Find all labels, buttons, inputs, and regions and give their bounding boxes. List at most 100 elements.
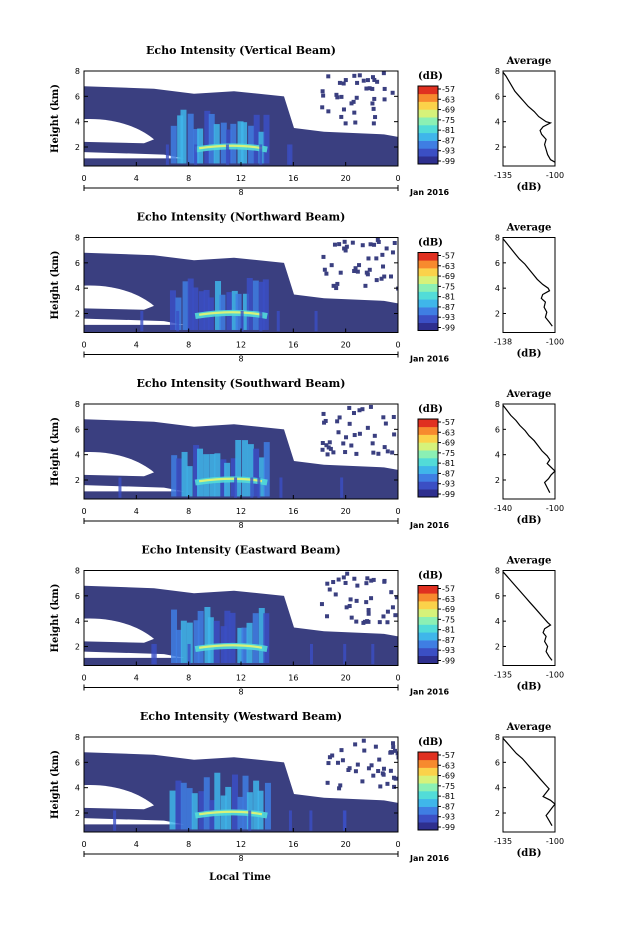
echo-cell [263,613,270,663]
colorbar-frame [417,85,439,165]
echo-speckle [383,421,388,426]
echo-cell [247,444,254,497]
colorbar-tick-label: -57 [442,585,455,594]
profile-title: Average [506,56,552,67]
colorbar-swatch [418,426,438,435]
colorbar-frame [417,585,439,664]
heatmap-field [84,571,398,666]
profile-x-tick-label: -100 [546,504,564,513]
echo-cell [198,791,205,830]
clear-region [84,785,154,810]
echo-speckle [369,578,374,583]
x-axis-label: Local Time [209,872,271,883]
echo-speckle [366,611,371,616]
x-tick-label: 8 [186,341,191,350]
echo-speckle [338,270,343,275]
profile-x-tick-label: -135 [494,671,512,680]
date-label: Jan 2016 [409,355,450,364]
clear-region-low [84,318,184,325]
colorbar-tick-label: -69 [442,605,455,614]
echo-plume [289,144,293,165]
echo-speckle [324,443,329,448]
echo-speckle [360,779,365,784]
profile-line [502,71,556,163]
panel-title: Echo Intensity (Northward Beam) [137,211,346,224]
colorbar-swatch [418,442,438,451]
y-tick-label: 2 [75,476,80,485]
echo-cell [263,442,270,497]
echo-cell [191,793,198,830]
echo-cell [208,113,215,164]
profile-y-tick-label: 4 [495,451,500,460]
panel-title: Echo Intensity (Eastward Beam) [141,544,340,557]
colorbar-tick-label: -93 [442,313,455,322]
echo-cell [253,780,260,830]
echo-speckle [343,121,348,126]
echo-speckle [366,619,371,624]
y-tick-label: 8 [75,733,80,742]
echo-cell [186,788,193,830]
profile-y-tick-label: 8 [495,234,500,243]
echo-speckle [362,748,367,753]
y-tick-label: 2 [75,310,80,319]
colorbar-tick-label: -99 [442,823,455,832]
echo-cell [177,115,184,164]
echo-cell [169,290,176,330]
date-marker: 8 [238,854,243,863]
echo-speckle [372,77,377,82]
echo-cell [170,125,177,164]
echo-speckle [388,750,393,755]
echo-speckle [351,411,356,416]
echo-speckle [371,121,376,126]
echo-cell [193,620,200,663]
colorbar-tick-label: -63 [442,595,455,604]
x-tick-label: 0 [81,674,86,683]
profile-y-tick-label: 4 [495,284,500,293]
echo-cell [175,629,182,663]
echo-plume [314,310,318,332]
echo-cell [237,121,244,164]
x-tick-label: 0 [395,174,400,183]
echo-speckle [364,600,369,605]
echo-speckle [365,78,370,83]
echo-speckle [362,619,367,624]
echo-cell [187,278,194,330]
echo-speckle [326,761,331,766]
x-tick-label: 0 [395,674,400,683]
colorbar-swatch [418,148,438,157]
bright-band-core [198,810,263,816]
echo-speckle [372,433,377,438]
echo-speckle [326,109,331,114]
profile-y-tick-label: 6 [495,425,500,434]
echo-speckle [327,587,332,592]
echo-speckle [336,430,341,435]
echo-speckle [389,274,394,279]
echo-cell [186,622,193,663]
echo-speckle [350,240,355,245]
echo-speckle [357,263,362,268]
echo-speckle [367,86,372,91]
y-tick-label: 6 [75,592,80,601]
echo-speckle [378,784,383,789]
profile-y-tick-label: 8 [495,67,500,76]
echo-cell [171,609,178,663]
echo-speckle [349,443,354,448]
echo-speckle [343,580,348,585]
echo-cell [204,110,211,164]
colorbar-swatch [418,283,438,292]
echo-cell [246,622,253,663]
echo-speckle [375,79,380,84]
colorbar-swatch [418,434,438,443]
echo-speckle [396,755,398,760]
echo-cell [203,289,210,330]
echo-speckle [325,452,330,457]
x-tick-label: 12 [236,341,246,350]
colorbar-tick-label: -63 [442,428,455,437]
echo-speckle [325,780,330,785]
echo-speckle [357,408,362,413]
clear-region-low [84,818,184,825]
echo-speckle [390,450,395,455]
colorbar-swatch [418,655,438,664]
echo-speckle [344,244,349,249]
y-tick-label: 2 [75,809,80,818]
